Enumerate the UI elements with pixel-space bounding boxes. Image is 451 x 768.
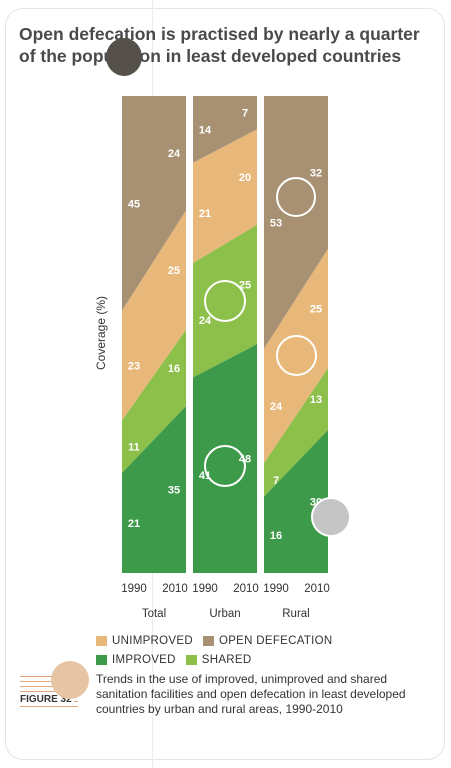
- overlay-peach-circle: [51, 661, 89, 699]
- data-label-rural-unimproved-1990: 24: [270, 401, 283, 413]
- legend-item-improved: IMPROVED: [96, 654, 176, 666]
- overlay-ring: [276, 177, 316, 217]
- legend-swatch-open-defecation: [203, 636, 214, 646]
- data-label-rural-open-defecation-2010: 32: [310, 167, 322, 179]
- data-label-urban-unimproved-2010: 20: [239, 172, 251, 184]
- data-label-rural-improved-1990: 16: [270, 530, 282, 542]
- data-label-urban-open-defecation-1990: 14: [199, 124, 212, 136]
- panel-label-urban: Urban: [209, 608, 240, 620]
- data-label-urban-shared-1990: 24: [199, 315, 212, 327]
- legend-swatch-unimproved: [96, 636, 107, 646]
- tick-label-total-1990: 1990: [121, 583, 147, 595]
- data-label-rural-open-defecation-1990: 53: [270, 217, 282, 229]
- overlay-ring: [204, 280, 246, 322]
- y-axis-label: Coverage (%): [94, 296, 108, 370]
- overlay-grey-circle: [311, 497, 351, 537]
- tick-label-urban-2010: 2010: [233, 583, 259, 595]
- legend-item-shared: SHARED: [186, 654, 252, 666]
- legend: UNIMPROVED OPEN DEFECATION IMPROVED SHAR…: [96, 631, 343, 669]
- data-label-total-open-defecation-2010: 24: [168, 148, 181, 160]
- legend-swatch-improved: [96, 655, 107, 665]
- overlay-ring: [276, 335, 317, 376]
- overlay-dark-circle: [106, 38, 142, 76]
- panel-label-rural: Rural: [282, 608, 309, 620]
- data-label-total-improved-1990: 21: [128, 518, 140, 530]
- legend-row-1: UNIMPROVED OPEN DEFECATION: [96, 631, 343, 650]
- overlay-ring: [204, 445, 246, 487]
- legend-item-unimproved: UNIMPROVED: [96, 635, 193, 647]
- tick-label-rural-1990: 1990: [263, 583, 289, 595]
- legend-label-shared: SHARED: [202, 654, 252, 666]
- legend-label-open-defecation: OPEN DEFECATION: [219, 635, 333, 647]
- data-label-urban-unimproved-1990: 21: [199, 208, 211, 220]
- data-label-rural-unimproved-2010: 25: [310, 303, 322, 315]
- legend-item-open-defecation: OPEN DEFECATION: [203, 635, 333, 647]
- tick-label-urban-1990: 1990: [192, 583, 218, 595]
- data-label-total-shared-2010: 16: [168, 363, 180, 375]
- tick-label-rural-2010: 2010: [304, 583, 330, 595]
- data-label-total-unimproved-2010: 25: [168, 265, 180, 277]
- panel-total: 21 35 11 16 23 25 45 24 1990 2010 Total: [121, 96, 188, 620]
- legend-swatch-shared: [186, 655, 197, 665]
- data-label-total-unimproved-1990: 23: [128, 361, 140, 373]
- data-label-total-improved-2010: 35: [168, 485, 180, 497]
- data-label-rural-shared-1990: 7: [273, 475, 279, 487]
- figure-tag-stripe: [20, 706, 78, 707]
- data-label-total-open-defecation-1990: 45: [128, 198, 140, 210]
- legend-row-2: IMPROVED SHARED: [96, 650, 343, 669]
- figure-caption: Trends in the use of improved, unimprove…: [96, 672, 436, 718]
- data-label-total-shared-1990: 11: [128, 442, 140, 454]
- tick-label-total-2010: 2010: [162, 583, 188, 595]
- data-label-rural-shared-2010: 13: [310, 394, 322, 406]
- legend-label-unimproved: UNIMPROVED: [112, 635, 193, 647]
- panel-label-total: Total: [142, 608, 166, 620]
- legend-label-improved: IMPROVED: [112, 654, 176, 666]
- data-label-urban-open-defecation-2010: 7: [242, 108, 248, 120]
